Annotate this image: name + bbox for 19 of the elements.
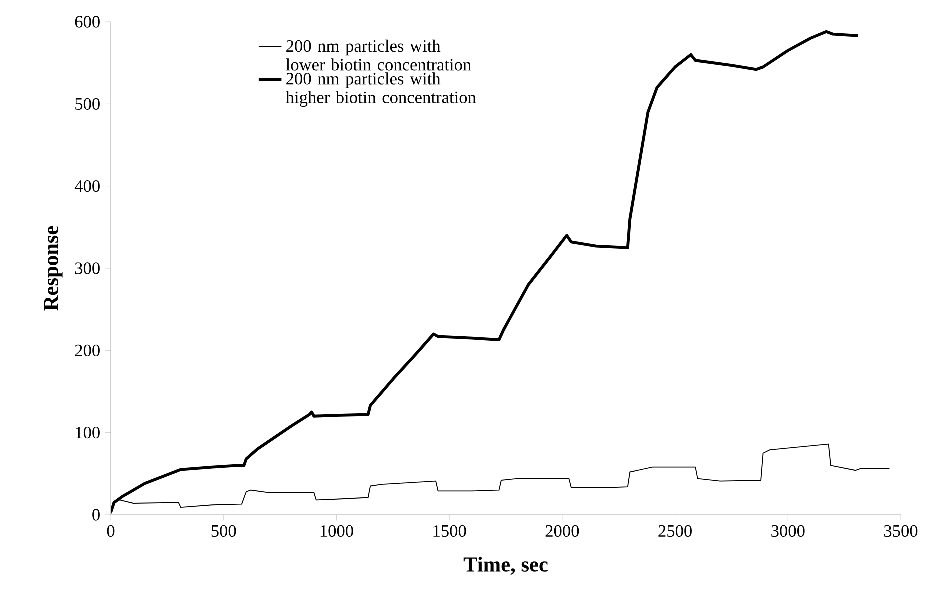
x-axis-title: Time, sec: [464, 556, 548, 576]
y-tick-label: 300: [75, 262, 100, 274]
x-tick-label: 0: [107, 525, 115, 538]
y-tick-label: 100: [76, 426, 100, 439]
x-tick-label: 3500: [884, 525, 918, 538]
x-tick-label: 3000: [772, 525, 805, 538]
y-tick-label: 500: [76, 98, 100, 110]
y-tick-label: 200: [75, 344, 100, 357]
x-tick-label: 1500: [434, 525, 466, 538]
x-tick-label: 1000: [320, 525, 354, 538]
y-axis-title: Response: [44, 226, 63, 311]
legend-label: 200 nm particles with lower biotin concentration: [286, 40, 472, 71]
y-tick-label: 400: [74, 180, 100, 192]
x-tick-label: 2000: [546, 525, 580, 538]
x-tick-label: 2500: [658, 525, 692, 538]
y-tick-label: 600: [75, 16, 100, 28]
x-tick-label: 500: [212, 525, 236, 538]
y-tick-label: 0: [92, 509, 100, 521]
legend-label: 200 nm particles with higher biotin concentration: [286, 72, 476, 108]
